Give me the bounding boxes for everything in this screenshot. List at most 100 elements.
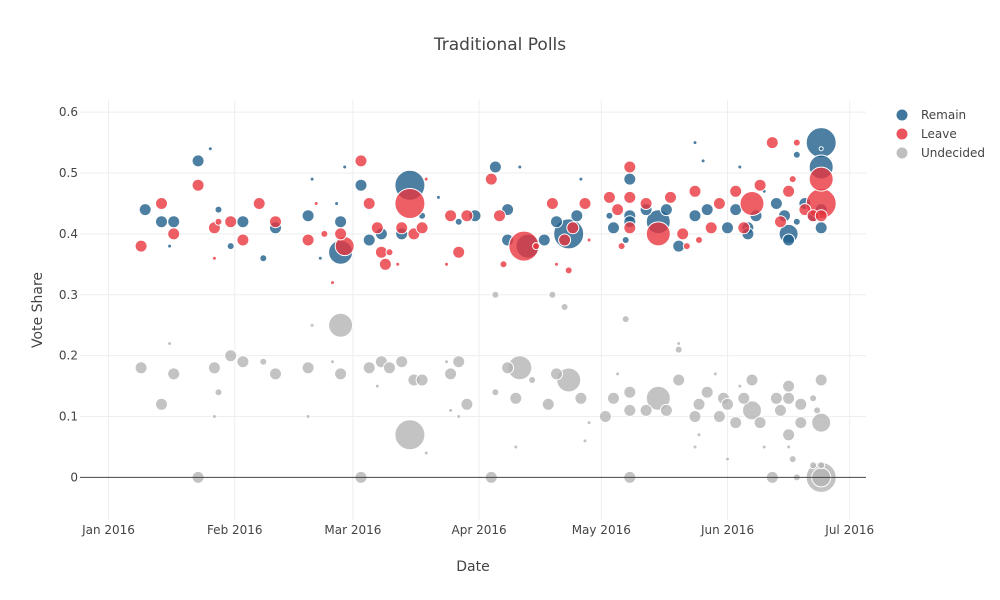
data-point-undecided[interactable]: [224, 349, 238, 363]
data-point-undecided[interactable]: [696, 432, 702, 438]
data-point-undecided[interactable]: [814, 373, 828, 387]
data-point-leave[interactable]: [269, 215, 282, 229]
legend[interactable]: Remain Leave Undecided: [895, 108, 985, 160]
data-point-undecided[interactable]: [811, 412, 832, 433]
data-point-remain[interactable]: [334, 215, 348, 229]
data-point-remain[interactable]: [721, 221, 734, 235]
data-point-leave[interactable]: [695, 236, 703, 244]
data-point-undecided[interactable]: [211, 414, 217, 419]
data-point-remain[interactable]: [354, 178, 368, 192]
data-point-remain[interactable]: [659, 203, 673, 217]
legend-item-undecided[interactable]: Undecided: [895, 146, 985, 160]
data-point-leave[interactable]: [499, 260, 508, 269]
data-point-undecided[interactable]: [513, 444, 519, 450]
data-point-undecided[interactable]: [813, 406, 822, 415]
data-point-remain[interactable]: [570, 209, 584, 223]
data-point-leave[interactable]: [252, 197, 266, 210]
data-point-leave[interactable]: [617, 242, 626, 251]
data-point-undecided[interactable]: [328, 312, 354, 338]
data-point-undecided[interactable]: [374, 383, 380, 389]
data-point-remain[interactable]: [167, 215, 181, 229]
data-point-undecided[interactable]: [330, 359, 335, 365]
data-point-leave[interactable]: [211, 255, 217, 261]
data-point-undecided[interactable]: [712, 410, 726, 423]
data-point-undecided[interactable]: [615, 371, 621, 377]
data-point-leave[interactable]: [814, 209, 828, 223]
data-point-undecided[interactable]: [817, 461, 826, 470]
data-point-remain[interactable]: [214, 205, 223, 214]
data-point-leave[interactable]: [586, 237, 592, 243]
data-point-undecided[interactable]: [809, 394, 818, 403]
data-point-leave[interactable]: [313, 201, 319, 206]
data-point-remain[interactable]: [605, 211, 614, 220]
data-point-remain[interactable]: [435, 194, 441, 200]
data-point-undecided[interactable]: [509, 391, 523, 405]
data-point-leave[interactable]: [532, 242, 541, 251]
data-point-leave[interactable]: [484, 172, 498, 186]
data-point-leave[interactable]: [566, 221, 580, 235]
data-point-leave[interactable]: [688, 184, 702, 198]
data-point-undecided[interactable]: [712, 371, 718, 377]
data-point-leave[interactable]: [444, 261, 449, 267]
data-point-undecided[interactable]: [259, 357, 268, 366]
data-point-undecided[interactable]: [729, 416, 743, 430]
data-point-undecided[interactable]: [737, 391, 751, 405]
data-point-remain[interactable]: [138, 203, 152, 217]
data-point-leave[interactable]: [792, 138, 801, 147]
data-point-remain[interactable]: [191, 154, 205, 168]
data-point-undecided[interactable]: [794, 397, 808, 411]
data-point-remain[interactable]: [782, 233, 796, 247]
data-point-undecided[interactable]: [786, 444, 792, 450]
data-point-leave[interactable]: [354, 154, 368, 168]
data-point-undecided[interactable]: [236, 355, 250, 369]
data-point-remain[interactable]: [792, 217, 801, 226]
data-point-leave[interactable]: [395, 261, 401, 267]
data-point-leave[interactable]: [729, 184, 743, 198]
data-point-leave[interactable]: [224, 215, 238, 229]
data-point-undecided[interactable]: [692, 444, 698, 450]
data-point-leave[interactable]: [639, 197, 653, 210]
data-point-undecided[interactable]: [167, 367, 181, 381]
data-point-undecided[interactable]: [395, 355, 409, 369]
data-point-leave[interactable]: [452, 245, 466, 259]
data-point-undecided[interactable]: [586, 420, 592, 426]
data-point-undecided[interactable]: [607, 391, 620, 405]
data-point-remain[interactable]: [207, 146, 213, 152]
data-point-leave[interactable]: [737, 221, 751, 235]
data-point-undecided[interactable]: [452, 355, 466, 369]
data-point-leave[interactable]: [788, 175, 797, 184]
data-point-undecided[interactable]: [782, 428, 796, 442]
data-point-undecided[interactable]: [491, 290, 500, 299]
data-point-leave[interactable]: [334, 227, 348, 241]
data-point-undecided[interactable]: [456, 414, 462, 419]
data-point-remain[interactable]: [454, 217, 463, 226]
legend-item-leave[interactable]: Leave: [895, 127, 957, 141]
data-point-remain[interactable]: [700, 203, 714, 217]
data-point-undecided[interactable]: [383, 361, 396, 375]
data-point-leave[interactable]: [385, 248, 394, 257]
data-point-remain[interactable]: [692, 140, 698, 146]
data-point-leave[interactable]: [645, 221, 671, 247]
data-point-undecided[interactable]: [207, 361, 221, 375]
data-point-undecided[interactable]: [782, 379, 796, 393]
data-point-leave[interactable]: [444, 209, 458, 223]
data-point-remain[interactable]: [805, 127, 837, 159]
data-point-leave[interactable]: [301, 233, 315, 247]
data-point-remain[interactable]: [769, 197, 783, 210]
data-point-undecided[interactable]: [501, 361, 515, 375]
data-point-remain[interactable]: [309, 176, 315, 182]
data-point-remain[interactable]: [317, 255, 323, 261]
data-point-undecided[interactable]: [541, 397, 555, 411]
data-point-remain[interactable]: [334, 201, 340, 206]
data-point-remain[interactable]: [517, 164, 523, 170]
data-point-remain[interactable]: [537, 233, 551, 247]
data-point-undecided[interactable]: [491, 388, 500, 397]
data-point-undecided[interactable]: [560, 303, 569, 311]
data-point-remain[interactable]: [623, 172, 637, 186]
data-point-undecided[interactable]: [167, 341, 173, 346]
data-point-leave[interactable]: [415, 221, 429, 235]
data-point-leave[interactable]: [378, 257, 392, 271]
data-point-undecided[interactable]: [305, 414, 311, 419]
data-point-undecided[interactable]: [621, 315, 630, 324]
data-point-remain[interactable]: [621, 236, 630, 244]
